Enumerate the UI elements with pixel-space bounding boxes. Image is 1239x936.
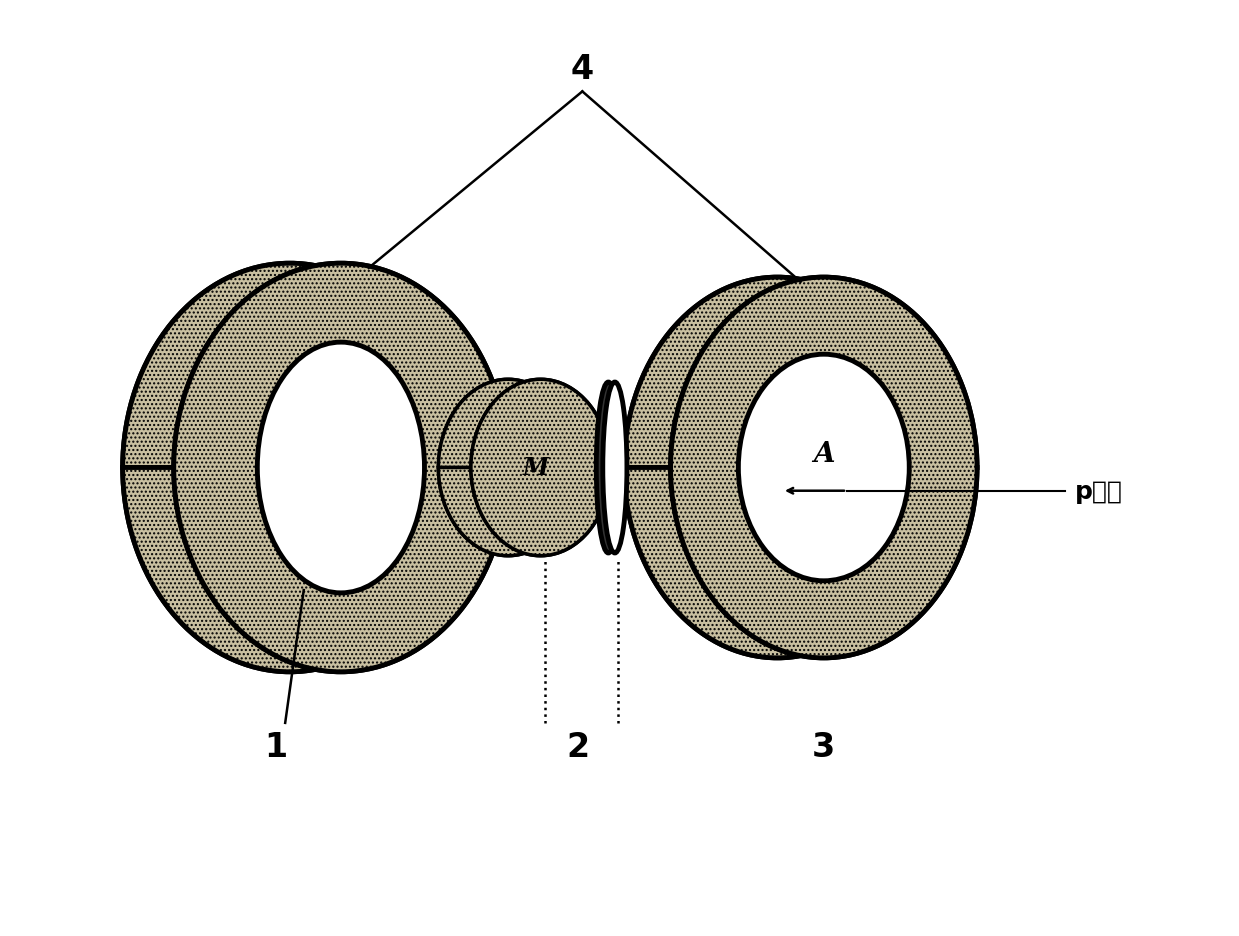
Ellipse shape [471,380,611,556]
Ellipse shape [603,383,627,553]
Text: M: M [523,456,549,480]
Polygon shape [439,468,611,556]
Ellipse shape [206,343,373,593]
Polygon shape [439,380,611,468]
Text: 4: 4 [571,52,593,85]
Polygon shape [624,468,978,658]
Ellipse shape [596,383,621,553]
Ellipse shape [439,380,577,556]
Ellipse shape [258,343,425,593]
Polygon shape [123,264,508,468]
Polygon shape [123,468,508,672]
Ellipse shape [670,278,978,658]
Ellipse shape [624,278,930,658]
Text: 2: 2 [566,730,590,763]
Text: 3: 3 [813,730,835,763]
Ellipse shape [738,355,909,581]
Ellipse shape [173,264,508,672]
Polygon shape [624,278,978,468]
Polygon shape [691,468,909,581]
Text: 1: 1 [264,730,287,763]
Ellipse shape [691,355,862,581]
Text: p离子: p离子 [1074,479,1123,504]
Text: A: A [813,441,835,468]
Polygon shape [206,468,425,593]
Ellipse shape [123,264,457,672]
